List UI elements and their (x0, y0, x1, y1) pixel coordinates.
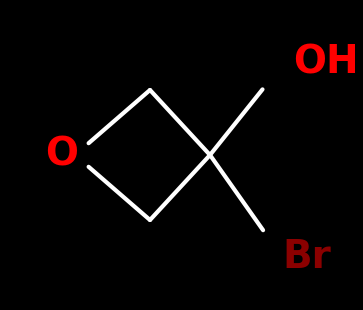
Text: Br: Br (282, 238, 331, 276)
Text: OH: OH (293, 43, 359, 81)
Text: O: O (45, 136, 78, 174)
